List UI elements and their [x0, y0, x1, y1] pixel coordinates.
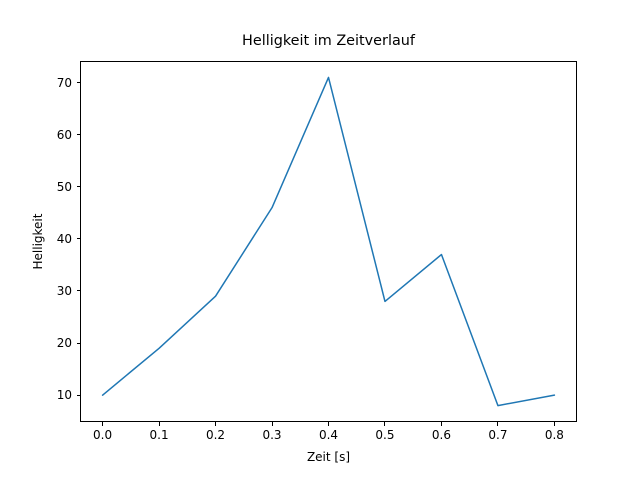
x-tick-mark	[440, 422, 442, 426]
x-tick-label: 0.7	[488, 428, 508, 442]
y-axis-label: Helligkeit	[31, 213, 45, 270]
x-tick-mark	[158, 422, 160, 426]
x-axis-label: Zeit [s]	[306, 450, 351, 464]
data-series-line	[101, 76, 556, 407]
x-tick-label: 0.8	[544, 428, 564, 442]
y-tick-label: 20	[56, 336, 72, 351]
x-tick-label: 0.5	[375, 428, 395, 442]
y-tick-mark	[76, 238, 80, 240]
x-tick-label: 0.6	[431, 428, 451, 442]
y-tick-mark	[76, 186, 80, 188]
x-tick-label: 0.1	[149, 428, 169, 442]
y-tick-mark	[76, 342, 80, 344]
y-tick-label: 60	[56, 127, 72, 142]
y-tick-label: 50	[56, 179, 72, 194]
x-tick-mark	[553, 422, 555, 426]
x-tick-mark	[215, 422, 217, 426]
y-tick-mark	[76, 82, 80, 84]
y-tick-mark	[76, 394, 80, 396]
y-tick-label: 40	[56, 231, 72, 246]
y-tick-mark	[76, 134, 80, 136]
y-tick-label: 70	[56, 75, 72, 90]
x-tick-label: 0.4	[318, 428, 339, 442]
x-tick-label: 0.0	[93, 428, 113, 442]
chart-title: Helligkeit im Zeitverlauf	[242, 33, 415, 49]
x-tick-mark	[328, 422, 329, 426]
x-tick-mark	[271, 422, 273, 426]
axes-frame	[80, 61, 577, 422]
x-tick-mark	[102, 422, 104, 426]
x-tick-mark	[384, 422, 386, 426]
y-tick-label: 30	[56, 283, 72, 298]
x-tick-label: 0.2	[205, 428, 226, 442]
y-tick-label: 10	[56, 388, 72, 403]
x-tick-label: 0.3	[262, 428, 282, 442]
x-tick-mark	[497, 422, 499, 426]
y-tick-mark	[76, 290, 80, 292]
line-plot	[101, 76, 556, 407]
